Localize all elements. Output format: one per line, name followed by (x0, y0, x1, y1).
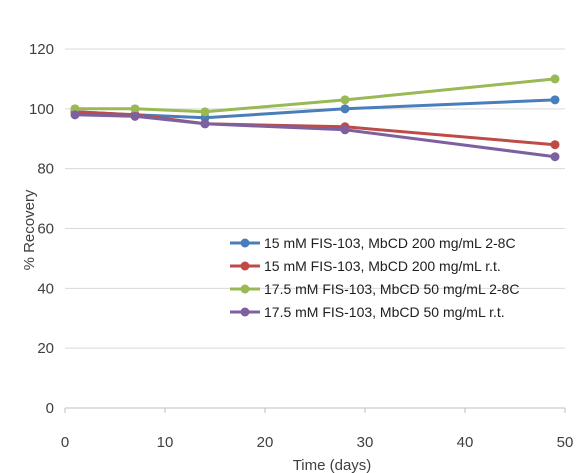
legend-swatch-marker (240, 307, 250, 317)
data-point (200, 119, 210, 129)
data-point (130, 111, 140, 121)
x-tick-label: 50 (557, 434, 574, 451)
y-tick-label: 0 (46, 400, 54, 417)
data-point (550, 74, 560, 84)
x-tick-label: 20 (257, 434, 274, 451)
axis-layer: 0 20 40 60 80 100 120 0 10 20 30 40 50 (29, 41, 573, 451)
y-axis-title: % Recovery (21, 189, 38, 270)
data-point (550, 95, 560, 105)
legend: 15 mM FIS-103, MbCD 200 mg/mL 2-8C 15 mM … (230, 235, 519, 320)
data-point (340, 104, 350, 114)
data-point (550, 152, 560, 162)
data-point (340, 95, 350, 105)
y-tick-label: 80 (37, 161, 54, 178)
y-tick-label: 60 (37, 221, 54, 238)
series-line-3 (73, 77, 557, 114)
y-tick-label: 40 (37, 280, 54, 297)
data-point (200, 107, 210, 117)
legend-swatch-marker (240, 238, 250, 248)
legend-label: 15 mM FIS-103, MbCD 200 mg/mL r.t. (264, 258, 501, 274)
legend-label: 15 mM FIS-103, MbCD 200 mg/mL 2-8C (264, 235, 516, 251)
x-tick-label: 30 (357, 434, 374, 451)
x-axis-title: Time (days) (293, 457, 372, 473)
data-point (130, 104, 140, 114)
x-tick-label: 0 (61, 434, 69, 451)
data-point (340, 125, 350, 135)
data-point (70, 110, 80, 120)
series-line-4 (73, 113, 557, 159)
y-tick-label: 100 (29, 101, 54, 118)
y-tick-label: 120 (29, 41, 54, 58)
legend-swatch-marker (240, 261, 250, 271)
x-tick-label: 40 (457, 434, 474, 451)
series-layer (70, 74, 560, 162)
legend-label: 17.5 mM FIS-103, MbCD 50 mg/mL r.t. (264, 304, 505, 320)
y-tick-label: 20 (37, 340, 54, 357)
legend-swatch-marker (240, 284, 250, 294)
legend-label: 17.5 mM FIS-103, MbCD 50 mg/mL 2-8C (264, 281, 519, 297)
data-point (550, 140, 560, 150)
x-tick-label: 10 (157, 434, 174, 451)
